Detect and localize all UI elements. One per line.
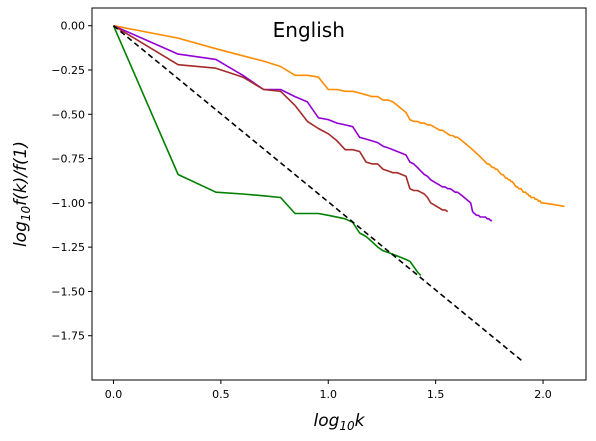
y-tick-label: −1.75 (51, 330, 85, 343)
x-tick-label: 1.0 (320, 388, 338, 401)
x-tick-label: 2.0 (534, 388, 552, 401)
series-line-1 (113, 24, 565, 208)
x-axis: 0.0 0.5 1.0 1.5 2.0 (105, 380, 552, 401)
y-tick-label: −1.00 (51, 197, 85, 210)
x-tick-label: 0.5 (212, 388, 230, 401)
y-tick-label: −1.50 (51, 285, 85, 298)
series-line-2 (113, 24, 493, 222)
series-layer (112, 24, 565, 362)
series-line-3 (113, 25, 449, 213)
y-tick-label: −1.25 (51, 241, 85, 254)
y-axis-label: log10f(k)/f(1) (11, 141, 33, 247)
series-line-4 (112, 25, 422, 277)
y-tick-label: −0.50 (51, 108, 85, 121)
y-tick-label: −0.25 (51, 64, 85, 77)
y-tick-label: −0.75 (51, 153, 85, 166)
y-axis: 0.00 −0.25 −0.50 −0.75 −1.00 −1.25 −1.50 −1.75 (51, 20, 92, 343)
x-tick-label: 1.5 (427, 388, 445, 401)
x-tick-label: 0.0 (105, 388, 123, 401)
plot-frame (91, 7, 587, 381)
chart-title: English (273, 18, 345, 42)
series-line-5 (112, 25, 523, 362)
y-tick-label: 0.00 (61, 20, 86, 33)
